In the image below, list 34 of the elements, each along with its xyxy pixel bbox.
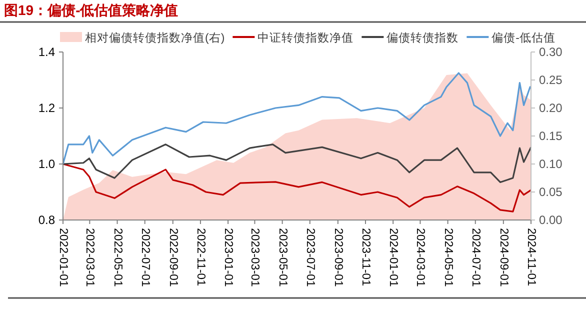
- x-tick-label: 2022-09-01: [166, 228, 179, 287]
- x-tick-label: 2024-09-01: [497, 228, 510, 287]
- y2-tick-label: 0.15: [539, 129, 563, 143]
- x-tick-label: 2024-01-01: [387, 228, 400, 287]
- y2-tick-label: 0.05: [539, 185, 563, 199]
- x-tick-label: 2023-03-01: [248, 228, 261, 287]
- legend-label: 偏债转债指数: [386, 32, 459, 44]
- x-tick-label: 2022-01-01: [57, 228, 69, 287]
- y2-tick-label: 0.00: [539, 213, 563, 227]
- y-tick-label: 0.8: [38, 213, 56, 227]
- x-tick-label: 2023-09-01: [332, 228, 344, 287]
- y2-tick-label: 0.25: [539, 73, 563, 87]
- y2-tick-label: 0.20: [539, 101, 563, 115]
- y-tick-label: 1.0: [38, 157, 56, 171]
- x-tick-label: 2023-11-01: [360, 228, 372, 286]
- y-tick-label: 1.4: [38, 45, 56, 59]
- x-tick-label: 2022-11-01: [194, 228, 206, 286]
- y-tick-label: 1.2: [38, 101, 56, 115]
- legend-label: 相对偏债转债指数净值(右): [85, 32, 225, 44]
- legend-label: 中证转债指数净值: [258, 32, 354, 44]
- x-tick-label: 2023-05-01: [276, 228, 288, 287]
- y2-tick-label: 0.10: [539, 157, 563, 171]
- x-tick-label: 2023-01-01: [222, 228, 234, 287]
- chart-title: 图19：偏债-低估值策略净值: [4, 2, 178, 18]
- x-tick-label: 2024-05-01: [442, 228, 454, 287]
- x-tick-label: 2024-03-01: [414, 228, 426, 287]
- x-tick-label: 2024-07-01: [469, 228, 482, 287]
- x-tick-label: 2024-11-01: [525, 228, 537, 286]
- x-tick-label: 2022-07-01: [138, 228, 151, 287]
- x-tick-label: 2022-05-01: [111, 228, 124, 287]
- x-tick-label: 2023-07-01: [304, 228, 316, 287]
- y2-tick-label: 0.30: [539, 45, 563, 59]
- x-tick-label: 2022-03-01: [84, 228, 96, 287]
- legend-label: 偏债-低估值: [492, 32, 556, 44]
